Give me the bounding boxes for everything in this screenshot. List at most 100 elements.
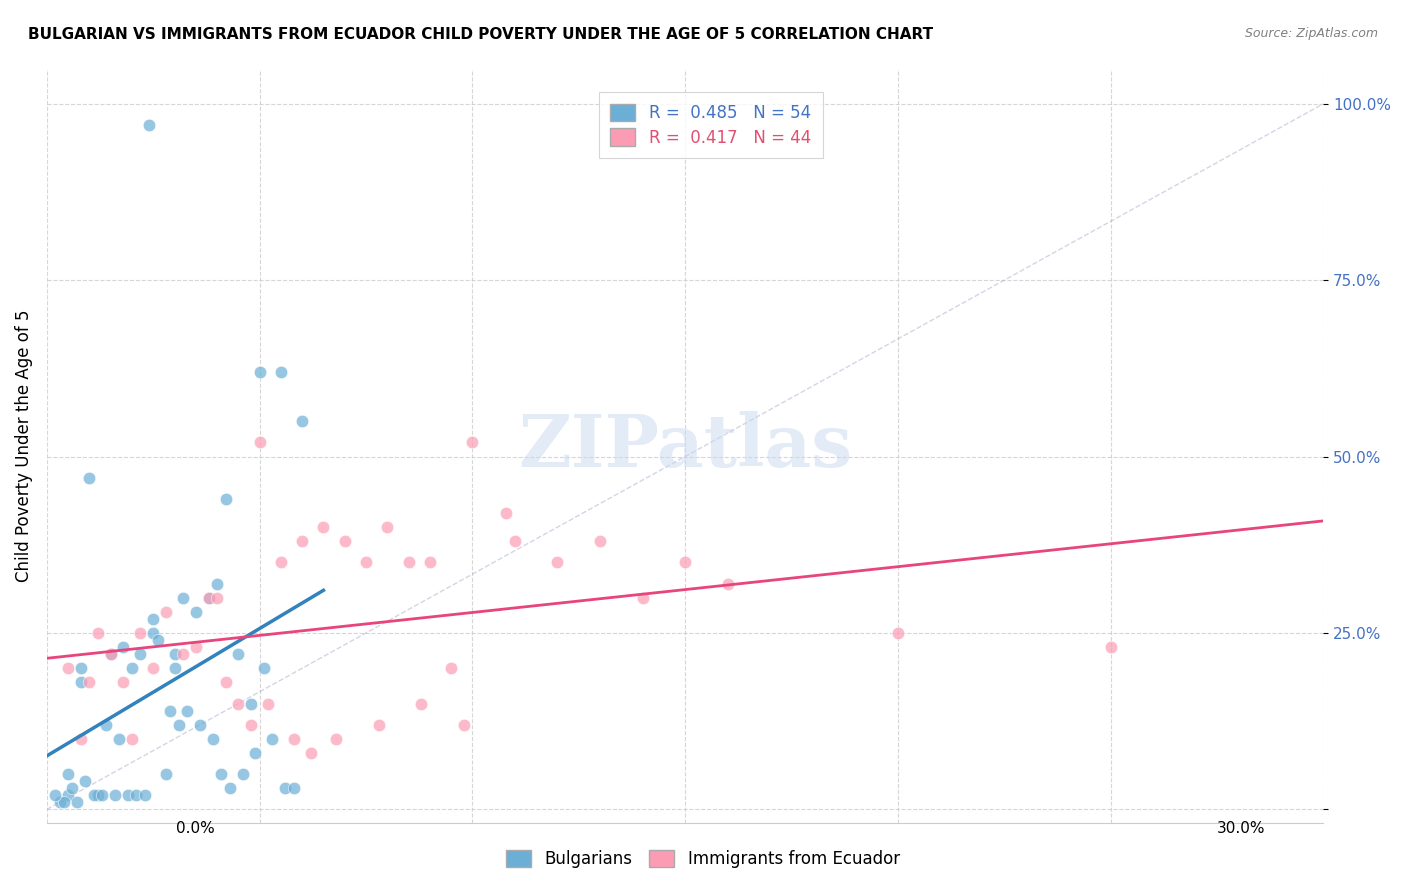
Point (354, 556, 377, 570)
Point (440, 661, 463, 675)
Point (461, 435, 484, 450)
Point (589, 534, 612, 549)
Point (232, 767, 254, 781)
Text: ZIPatlas: ZIPatlas (517, 410, 852, 482)
Point (87, 789, 110, 803)
Point (673, 556, 696, 570)
Point (257, 697, 280, 711)
Point (172, 591, 194, 605)
Point (249, 435, 271, 450)
Point (245, 746, 267, 760)
Point (503, 534, 526, 549)
Text: 0.0%: 0.0% (176, 821, 215, 836)
Point (155, 767, 177, 781)
Point (48, 795, 70, 809)
Point (62, 781, 84, 796)
Point (214, 675, 236, 690)
Point (91, 789, 114, 803)
Point (274, 781, 297, 796)
Point (218, 781, 240, 796)
Point (228, 647, 250, 661)
Point (66, 795, 89, 809)
Point (79, 675, 101, 690)
Point (70, 675, 93, 690)
Point (56, 767, 79, 781)
Point (142, 612, 165, 626)
Point (134, 789, 156, 803)
Point (70, 661, 93, 675)
Point (121, 661, 143, 675)
Text: Source: ZipAtlas.com: Source: ZipAtlas.com (1244, 27, 1378, 40)
Point (70, 731, 93, 746)
Point (83, 789, 105, 803)
Point (159, 704, 181, 718)
Point (197, 591, 219, 605)
Point (142, 626, 165, 640)
Point (419, 556, 441, 570)
Point (44, 789, 66, 803)
Point (104, 789, 127, 803)
Point (249, 365, 271, 379)
Point (163, 661, 186, 675)
Point (117, 789, 139, 803)
Point (96, 717, 118, 731)
Text: BULGARIAN VS IMMIGRANTS FROM ECUADOR CHILD POVERTY UNDER THE AGE OF 5 CORRELATIO: BULGARIAN VS IMMIGRANTS FROM ECUADOR CHI… (28, 27, 934, 42)
Point (214, 491, 236, 506)
Point (546, 556, 568, 570)
Point (112, 675, 135, 690)
Point (228, 697, 250, 711)
Point (56, 661, 79, 675)
Point (129, 647, 152, 661)
Point (100, 647, 122, 661)
Point (205, 591, 228, 605)
Point (495, 506, 517, 520)
Point (79, 471, 101, 485)
Point (52, 795, 75, 809)
Point (108, 731, 131, 746)
Point (129, 626, 152, 640)
Point (209, 767, 232, 781)
Point (142, 661, 165, 675)
Point (205, 576, 228, 591)
Point (138, 118, 160, 132)
Legend: R =  0.485   N = 54, R =  0.417   N = 44: R = 0.485 N = 54, R = 0.417 N = 44 (599, 92, 823, 158)
Point (270, 365, 292, 379)
Point (291, 534, 314, 549)
Point (270, 556, 292, 570)
Point (201, 731, 224, 746)
Point (453, 717, 475, 731)
Point (717, 576, 740, 591)
Point (75, 774, 97, 789)
Point (197, 591, 219, 605)
Point (367, 717, 389, 731)
Point (100, 647, 122, 661)
Point (188, 717, 211, 731)
Point (172, 647, 194, 661)
Point (163, 647, 186, 661)
Point (56, 789, 79, 803)
Point (398, 556, 420, 570)
Point (312, 520, 335, 534)
Point (887, 626, 910, 640)
Point (184, 640, 207, 654)
Point (253, 661, 276, 675)
Point (375, 520, 398, 534)
Point (1099, 640, 1122, 654)
Point (325, 731, 347, 746)
Point (283, 781, 305, 796)
Point (167, 717, 190, 731)
Point (283, 731, 305, 746)
Point (125, 789, 148, 803)
Point (155, 605, 177, 619)
Point (184, 605, 207, 619)
Point (240, 717, 263, 731)
Text: 30.0%: 30.0% (1218, 821, 1265, 836)
Point (631, 591, 654, 605)
Point (299, 746, 322, 760)
Point (146, 633, 169, 648)
Legend: Bulgarians, Immigrants from Ecuador: Bulgarians, Immigrants from Ecuador (499, 843, 907, 875)
Point (87, 626, 110, 640)
Point (291, 414, 314, 428)
Point (411, 697, 433, 711)
Point (262, 731, 284, 746)
